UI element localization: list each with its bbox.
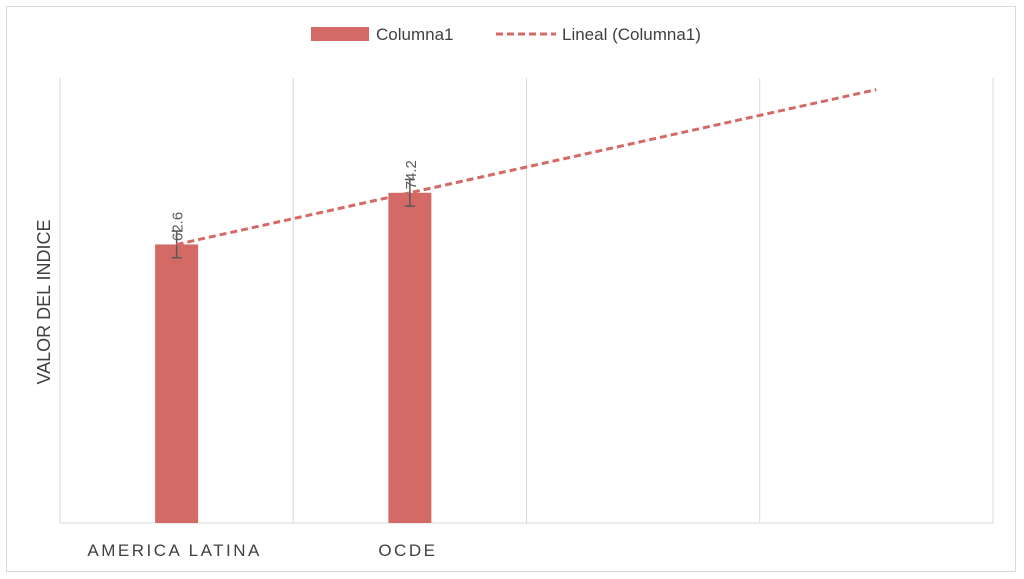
chart-frame [6,6,1016,572]
data-label-2: 74.2 [403,160,420,189]
x-tick-label-2: OCDE [378,541,437,560]
bar-2 [388,192,432,523]
legend-label-columna1: Columna1 [376,25,454,44]
legend-swatch-columna1 [311,27,369,41]
legend-label-trendline: Lineal (Columna1) [562,25,701,44]
bar-1 [155,244,199,523]
x-tick-label-1: AMERICA LATINA [87,541,262,560]
data-label-1: 62.6 [170,212,187,241]
legend[interactable]: Columna1 Lineal (Columna1) [311,25,701,44]
trendline-line [176,88,877,246]
data-labels: 62.6 74.2 [170,160,420,241]
trendline [176,88,877,246]
x-tick-labels: AMERICA LATINA OCDE [87,541,437,560]
grid-lines [59,78,994,523]
bars [155,192,432,523]
y-axis-label: VALOR DEL INDICE [34,219,54,384]
